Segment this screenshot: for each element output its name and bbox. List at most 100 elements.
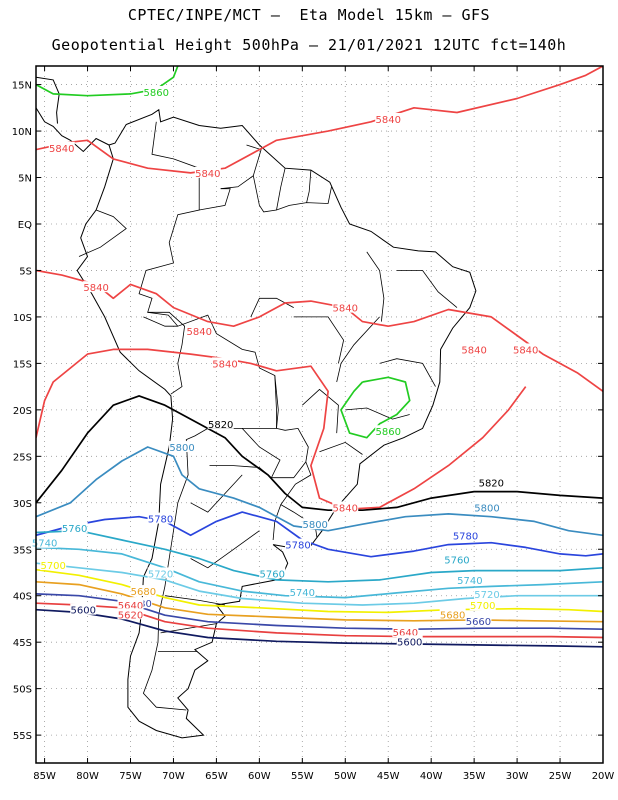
contour-label: 5800	[302, 520, 327, 531]
political-border	[78, 209, 127, 257]
contour-label-bg	[396, 635, 423, 647]
contour-label-bg	[469, 599, 496, 611]
contour-label: 5720	[148, 569, 173, 580]
lon-tick-label: 70W	[162, 771, 185, 782]
contour-label: 5600	[397, 637, 422, 648]
contour-label-bg	[461, 343, 488, 355]
contour-label-bg	[143, 86, 170, 98]
contour-label-bg	[48, 141, 75, 153]
lon-tick-label: 55W	[291, 771, 314, 782]
contour-label-bg	[474, 501, 501, 513]
contour-label: 5840	[212, 359, 237, 370]
political-border	[209, 465, 271, 478]
political-border	[276, 168, 286, 211]
contour-line-5860	[340, 376, 411, 439]
political-border	[379, 358, 436, 387]
contour-label-bg	[259, 567, 286, 579]
contour-label-bg	[83, 281, 110, 293]
contour-label-bg	[117, 599, 144, 611]
lat-tick-label: 45S	[13, 638, 32, 649]
map-axes: 15N 10N 5N EQ 5S 10S 15S 20S 25S 30S 35S 40S 45S 50S 5…	[12, 66, 614, 782]
contour-label: 5760	[444, 555, 469, 566]
contour-line-5660	[36, 593, 603, 631]
contour-label: 5860	[376, 427, 401, 438]
contour-label-bg	[478, 476, 505, 488]
map-frame	[35, 65, 604, 764]
lon-tick-label: 30W	[506, 771, 529, 782]
lon-tick-label: 25W	[549, 771, 572, 782]
contour-label-bg	[147, 512, 174, 524]
contour-line-5740	[36, 546, 603, 599]
lat-tick-label: 15N	[12, 81, 32, 92]
contour-label: 5780	[453, 531, 478, 542]
contour-label-bg	[207, 417, 234, 429]
contour-label: 5760	[260, 569, 285, 580]
contour-line-5700	[36, 568, 603, 614]
lat-tick-label: 20S	[13, 406, 32, 417]
contour-label-bg	[302, 518, 329, 530]
political-border	[250, 297, 294, 318]
contour-label-bg	[452, 529, 479, 541]
political-border	[142, 311, 279, 711]
political-border	[345, 407, 410, 420]
contour-label-bg	[147, 567, 174, 579]
contour-line-5800	[36, 446, 603, 537]
chart-title-line1: CPTEC/INPE/MCT – Eta Model 15km – GFS	[127, 6, 491, 24]
political-border	[199, 188, 231, 211]
contour-label: 5840	[461, 345, 486, 356]
lon-tick-label: 85W	[33, 771, 56, 782]
contour-label: 5720	[474, 590, 499, 601]
lat-tick-label: 10S	[13, 313, 32, 324]
central-america-coastline	[36, 107, 110, 153]
contour-label: 5640	[118, 601, 143, 612]
contour-label: 5680	[440, 610, 465, 621]
contour-label: 5840	[513, 345, 538, 356]
contour-label: 5820	[479, 478, 504, 489]
contour-label: 5740	[290, 588, 315, 599]
contour-label: 5840	[333, 503, 358, 514]
political-border	[274, 375, 277, 429]
lat-tick-label: 10N	[12, 127, 32, 138]
contour-label-bg	[332, 501, 359, 513]
contour-line-5760	[36, 529, 603, 583]
lon-tick-label: 35W	[463, 771, 486, 782]
contour-label: 5840	[83, 283, 108, 294]
chart-title-line2: Geopotential Height 500hPa – 21/01/2021 …	[51, 36, 567, 54]
contour-label-bg	[212, 357, 238, 369]
lon-tick-label: 40W	[420, 771, 443, 782]
contour-label-bg	[40, 559, 67, 571]
contour-label-bg	[512, 343, 539, 355]
contour-label-bg	[375, 112, 402, 124]
contour-line-5680	[36, 580, 603, 623]
contour-line-5640	[36, 602, 603, 639]
contour-label: 5700	[470, 601, 495, 612]
height-contours	[36, 66, 603, 648]
contour-label-bg	[289, 586, 316, 598]
contour-line-5860	[36, 66, 179, 97]
contour-label-bg	[70, 603, 97, 615]
contour-label-bg	[474, 587, 501, 599]
lon-tick-label: 75W	[119, 771, 142, 782]
lat-tick-label: 15S	[13, 359, 32, 370]
contour-line-5840	[36, 66, 603, 174]
south-america-coastline	[76, 108, 477, 739]
contour-label-bg	[443, 553, 470, 565]
contour-label: 5640	[393, 628, 418, 639]
contour-label-bg	[439, 608, 466, 620]
contour-label: 5840	[376, 115, 401, 126]
contour-label: 5780	[285, 541, 310, 552]
political-border	[306, 170, 312, 203]
lat-tick-label: EQ	[18, 220, 32, 231]
contour-label-bg	[61, 521, 88, 533]
lat-tick-label: 30S	[13, 499, 32, 510]
contour-label: 5860	[144, 88, 169, 99]
lat-tick-label: 55S	[13, 731, 32, 742]
contour-label-bg	[375, 425, 402, 437]
contour-label-bg	[169, 441, 196, 453]
contour-label: 5740	[32, 539, 57, 550]
contour-label-bg	[285, 538, 312, 550]
contour-label: 5840	[333, 304, 358, 315]
contour-label: 5740	[457, 576, 482, 587]
contour-label: 5780	[148, 515, 173, 526]
